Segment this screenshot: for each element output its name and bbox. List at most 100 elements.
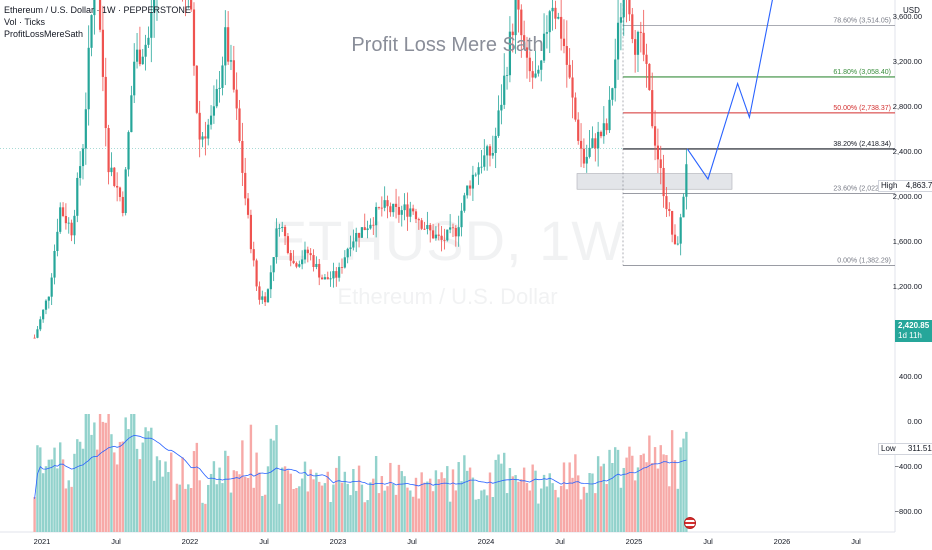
volume-bar xyxy=(141,442,144,532)
candle-body xyxy=(534,73,537,78)
price-tag: 2,420.85 1d 11h xyxy=(895,320,932,342)
candle-body xyxy=(295,263,298,267)
candle-body xyxy=(540,60,543,70)
support-zone xyxy=(576,173,733,190)
candle-body xyxy=(150,12,153,38)
volume-bar xyxy=(281,467,284,532)
candle-body xyxy=(437,234,440,236)
currency-label[interactable]: USD xyxy=(903,6,920,15)
candle-body xyxy=(70,222,73,236)
candle-body xyxy=(597,131,600,149)
volume-bar xyxy=(44,466,48,532)
volume-bar xyxy=(355,490,358,532)
volume-bar xyxy=(252,487,255,532)
candle-body xyxy=(682,196,685,218)
candle-body xyxy=(488,146,492,156)
high-tag-label: High xyxy=(881,181,898,190)
candle-body xyxy=(605,123,608,131)
volume-bar xyxy=(124,417,127,532)
volume-bar xyxy=(633,480,637,532)
candle-body xyxy=(471,174,475,189)
volume-bar xyxy=(662,454,665,532)
candle-body xyxy=(224,27,227,66)
candle-body xyxy=(653,126,657,146)
volume-bar xyxy=(78,441,82,532)
us-flag-icon[interactable] xyxy=(684,517,696,529)
candle-body xyxy=(685,164,688,197)
candle-body xyxy=(389,206,392,213)
candle-body xyxy=(116,185,119,188)
volume-bar xyxy=(135,448,139,532)
price-tick-label: 1,600.00 xyxy=(893,237,922,246)
volume-bar xyxy=(209,473,213,532)
volume-bar xyxy=(540,488,543,532)
candle-body xyxy=(542,33,546,61)
volume-bar xyxy=(170,452,173,532)
legend-symbol[interactable]: Ethereum / U.S. Dollar · 1W · PEPPERSTON… xyxy=(4,5,191,15)
candle-body xyxy=(676,243,679,245)
candle-body xyxy=(44,300,48,310)
volume-bar xyxy=(443,478,446,532)
volume-bar xyxy=(651,462,654,532)
volume-bar xyxy=(295,488,298,532)
volume-bar xyxy=(113,452,116,532)
candle-body xyxy=(79,166,82,178)
volume-bar xyxy=(403,476,406,532)
volume-bar xyxy=(676,488,680,532)
candle-body xyxy=(423,228,426,230)
volume-bar xyxy=(332,484,335,532)
candle-body xyxy=(582,148,586,164)
volume-bar xyxy=(198,480,201,532)
volume-bar xyxy=(93,422,96,532)
volume-bar xyxy=(389,462,392,532)
candle-body xyxy=(403,204,406,211)
legend-volume[interactable]: Vol · Ticks xyxy=(4,17,46,27)
candle-body xyxy=(503,75,506,105)
candle-body xyxy=(286,236,290,253)
volume-bar xyxy=(480,490,483,532)
candle-body xyxy=(651,90,654,127)
volume-bar xyxy=(488,472,492,532)
volume-bar xyxy=(161,476,164,532)
low-tag-value: 311.51 xyxy=(907,444,932,453)
volume-bar xyxy=(147,431,150,532)
volume-bar xyxy=(246,478,250,532)
candle-body xyxy=(252,249,255,261)
price-tick-label: −800.00 xyxy=(895,507,922,516)
volume-bar xyxy=(414,477,418,532)
volume-bar xyxy=(619,487,623,532)
legend-indicator[interactable]: ProfitLossMereSath xyxy=(4,29,84,39)
time-tick-label: Jul xyxy=(111,537,121,546)
price-tick-label: 3,200.00 xyxy=(893,57,922,66)
volume-bar xyxy=(631,455,634,532)
volume-bar xyxy=(39,447,42,532)
volume-bar xyxy=(574,454,577,532)
candle-body xyxy=(76,177,79,216)
candle-body xyxy=(511,31,514,36)
volume-bar xyxy=(261,495,264,532)
candle-body xyxy=(409,208,412,217)
candle-body xyxy=(278,227,281,229)
volume-bar xyxy=(446,466,449,532)
volume-bar xyxy=(383,490,386,532)
candle-body xyxy=(195,65,198,113)
volume-bar xyxy=(104,422,107,532)
volume-bar xyxy=(315,472,318,532)
volume-bar xyxy=(454,490,458,532)
candle-body xyxy=(497,110,500,136)
volume-bar xyxy=(377,493,381,532)
volume-bar xyxy=(346,483,349,532)
candle-body xyxy=(397,206,401,215)
volume-bar xyxy=(374,456,378,532)
volume-bar xyxy=(363,502,366,532)
candle-body xyxy=(377,206,381,208)
candle-body xyxy=(628,0,631,15)
candle-body xyxy=(246,198,250,215)
volume-bar xyxy=(101,421,105,532)
volume-bar xyxy=(155,456,159,532)
candle-body xyxy=(357,232,361,238)
volume-bar xyxy=(224,450,227,532)
candle-body xyxy=(56,231,59,252)
volume-bar xyxy=(266,466,270,532)
